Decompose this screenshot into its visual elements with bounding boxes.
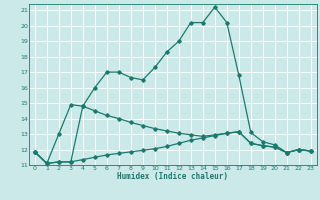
X-axis label: Humidex (Indice chaleur): Humidex (Indice chaleur) bbox=[117, 172, 228, 181]
